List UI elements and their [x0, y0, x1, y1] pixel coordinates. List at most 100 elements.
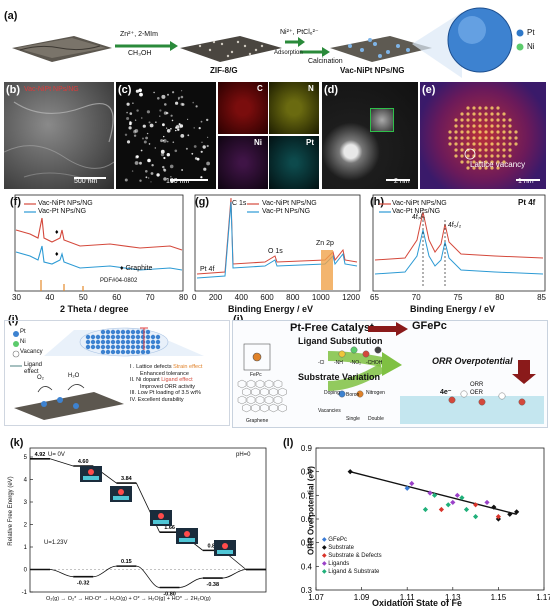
l-point: [427, 490, 433, 496]
xps-o1s-label: O 1s: [268, 248, 283, 255]
pt4f-legend-1: Vac-NiPt NPs/NG: [392, 200, 447, 207]
j-single: Single: [346, 416, 360, 422]
j-lig-4: -CHOH: [366, 360, 383, 366]
xtick: 70: [411, 293, 421, 302]
l-ylabel: ORR Overpotential (eV): [306, 466, 316, 555]
k-ylabel: Relative Free Energy (eV): [8, 476, 14, 546]
panel-k-label: (k): [10, 437, 24, 449]
j-lig-2: -NH: [334, 360, 343, 366]
pt4f-xlabel: Binding Energy / eV: [410, 304, 496, 314]
j-graphene: Graphene: [246, 418, 269, 424]
k-series-1: -0.32 0.15 -0.80 -0.38: [30, 559, 266, 598]
i-lattice: I . Lattice defects: [130, 364, 172, 370]
k-ytick-label: 0: [24, 568, 28, 574]
panel-e-label: (e): [422, 84, 436, 96]
panel-d-label: (d): [324, 84, 339, 96]
k-u0: U= 0V: [48, 452, 65, 458]
panel-j-box: [232, 320, 548, 428]
pt-legend: Pt: [527, 28, 535, 37]
j-lig-3: -NO₂: [350, 360, 362, 366]
l-legend-item: ◆ Ligands: [322, 560, 382, 568]
graphite-text: Graphite: [125, 265, 153, 272]
k-structure-thumb: [176, 528, 198, 544]
zif8-label: ZIF-8/G: [210, 66, 238, 75]
i-legend-ligand: Ligand effect: [24, 362, 43, 375]
j-vacancies: Vacancies: [318, 408, 341, 414]
pt4f-plot: [372, 194, 546, 292]
l-point: [404, 485, 410, 491]
k-connector: [136, 565, 160, 588]
vac-nipt-sheet: [330, 36, 432, 62]
k-ph: pH=0: [236, 452, 251, 458]
k-ytick-label: 3: [24, 500, 28, 506]
l-legend: ◆ GFePc ◆ Substrate ◆ Substrate & Defects ◆…: [322, 536, 382, 576]
pt-legend-dot: [516, 29, 524, 37]
l-ytick-label: 0.3: [301, 586, 313, 595]
xtick: 30: [12, 293, 21, 302]
l-xtick-label: 1.15: [491, 593, 507, 602]
k-connector: [49, 458, 74, 467]
xtick: 70: [145, 293, 155, 302]
k-structure-thumb: [80, 466, 102, 482]
i-durability: IV. Excellent durability: [130, 396, 184, 403]
l-legend-item: ◆ Ligand & Substrate: [322, 568, 382, 576]
eds-label-n: N: [308, 84, 314, 93]
k-reaction: O₂(g) → O₂* → HO-O* → H₂O(g) + O* → H₂O(…: [46, 596, 211, 602]
peak-4f72-label: 4f₇/₂: [412, 214, 425, 221]
l-legend-text: Substrate & Defects: [328, 553, 382, 559]
i-strain: Strain effect: [173, 364, 203, 370]
k-data-label: 4.60: [78, 459, 89, 465]
step2-sublabel: Adsorption: [274, 50, 303, 56]
l-point: [422, 506, 429, 513]
l-legend-text: GFePc: [328, 537, 347, 543]
i-pt-loading: III. Low Pt loading of 3.5 wt%: [130, 390, 201, 396]
k-ytick-label: 4: [24, 478, 28, 484]
l-legend-marker: ◆: [322, 537, 329, 543]
xtick: 200: [208, 293, 223, 302]
l-legend-text: Ligands: [328, 561, 350, 567]
j-arrows: [237, 322, 544, 424]
l-point: [454, 492, 460, 498]
xrd-plot: ♦ ♦: [14, 194, 184, 292]
xtick: 60: [112, 293, 122, 302]
panel-b-label: (b): [6, 84, 21, 96]
panel-c-label: (c): [118, 84, 132, 96]
sem-scale: 500 nm: [74, 178, 98, 185]
panel-a-schematic: [12, 7, 524, 78]
lattice-vacancy-label: Lattice vacancy: [470, 160, 526, 169]
i-bullet-1: I . Lattice defects Strain effect Enhanc…: [130, 364, 202, 403]
k-ytick-label: 1: [24, 545, 28, 551]
sem-image: [4, 82, 114, 189]
l-ytick-label: 0.8: [301, 468, 313, 477]
j-substrate: Substrate Variation: [298, 372, 381, 382]
panel-l-label: (l): [283, 437, 294, 449]
j-orr-overpotential: ORR Overpotential: [432, 356, 513, 366]
panel-g-label: (g): [195, 196, 210, 208]
j-target: GFePc: [412, 320, 447, 332]
panel-f-label: (f): [10, 196, 21, 208]
j-orr-small: ORR: [470, 382, 484, 388]
l-legend-marker: ◆: [322, 561, 329, 567]
k-data-label: -0.80: [163, 592, 176, 598]
xrd-xlabel: 2 Theta / degree: [60, 304, 129, 314]
l-point: [445, 502, 451, 508]
j-boron: Boron: [346, 392, 360, 398]
j-oer-small: OER: [470, 390, 484, 396]
l-ytick-label: 0.7: [301, 491, 313, 500]
eds-map-pt: [269, 136, 319, 189]
i-legend-pt: Pt: [20, 329, 26, 335]
svg-text:♦: ♦: [55, 251, 59, 258]
xps-xlabel: Binding Energy / eV: [228, 304, 314, 314]
j-lig-1: -Cl: [318, 360, 325, 366]
l-legend-item: ◆ Substrate: [322, 544, 382, 552]
xps-x-ticks: 0 200 400 600 800 1000 1200: [192, 293, 360, 302]
k-connector: [222, 569, 247, 579]
k-frame: [29, 447, 267, 593]
k-data-label: 1.66: [164, 525, 175, 531]
xrd-legend-2: Vac-Pt NPs/NG: [38, 208, 87, 215]
ni-legend: Ni: [527, 42, 535, 51]
l-legend-item: ◆ Substrate & Defects: [322, 552, 382, 560]
k-data-label: 3.84: [121, 476, 133, 482]
step3-label: Calcination: [308, 58, 343, 65]
k-ytick-label: -1: [22, 590, 28, 596]
